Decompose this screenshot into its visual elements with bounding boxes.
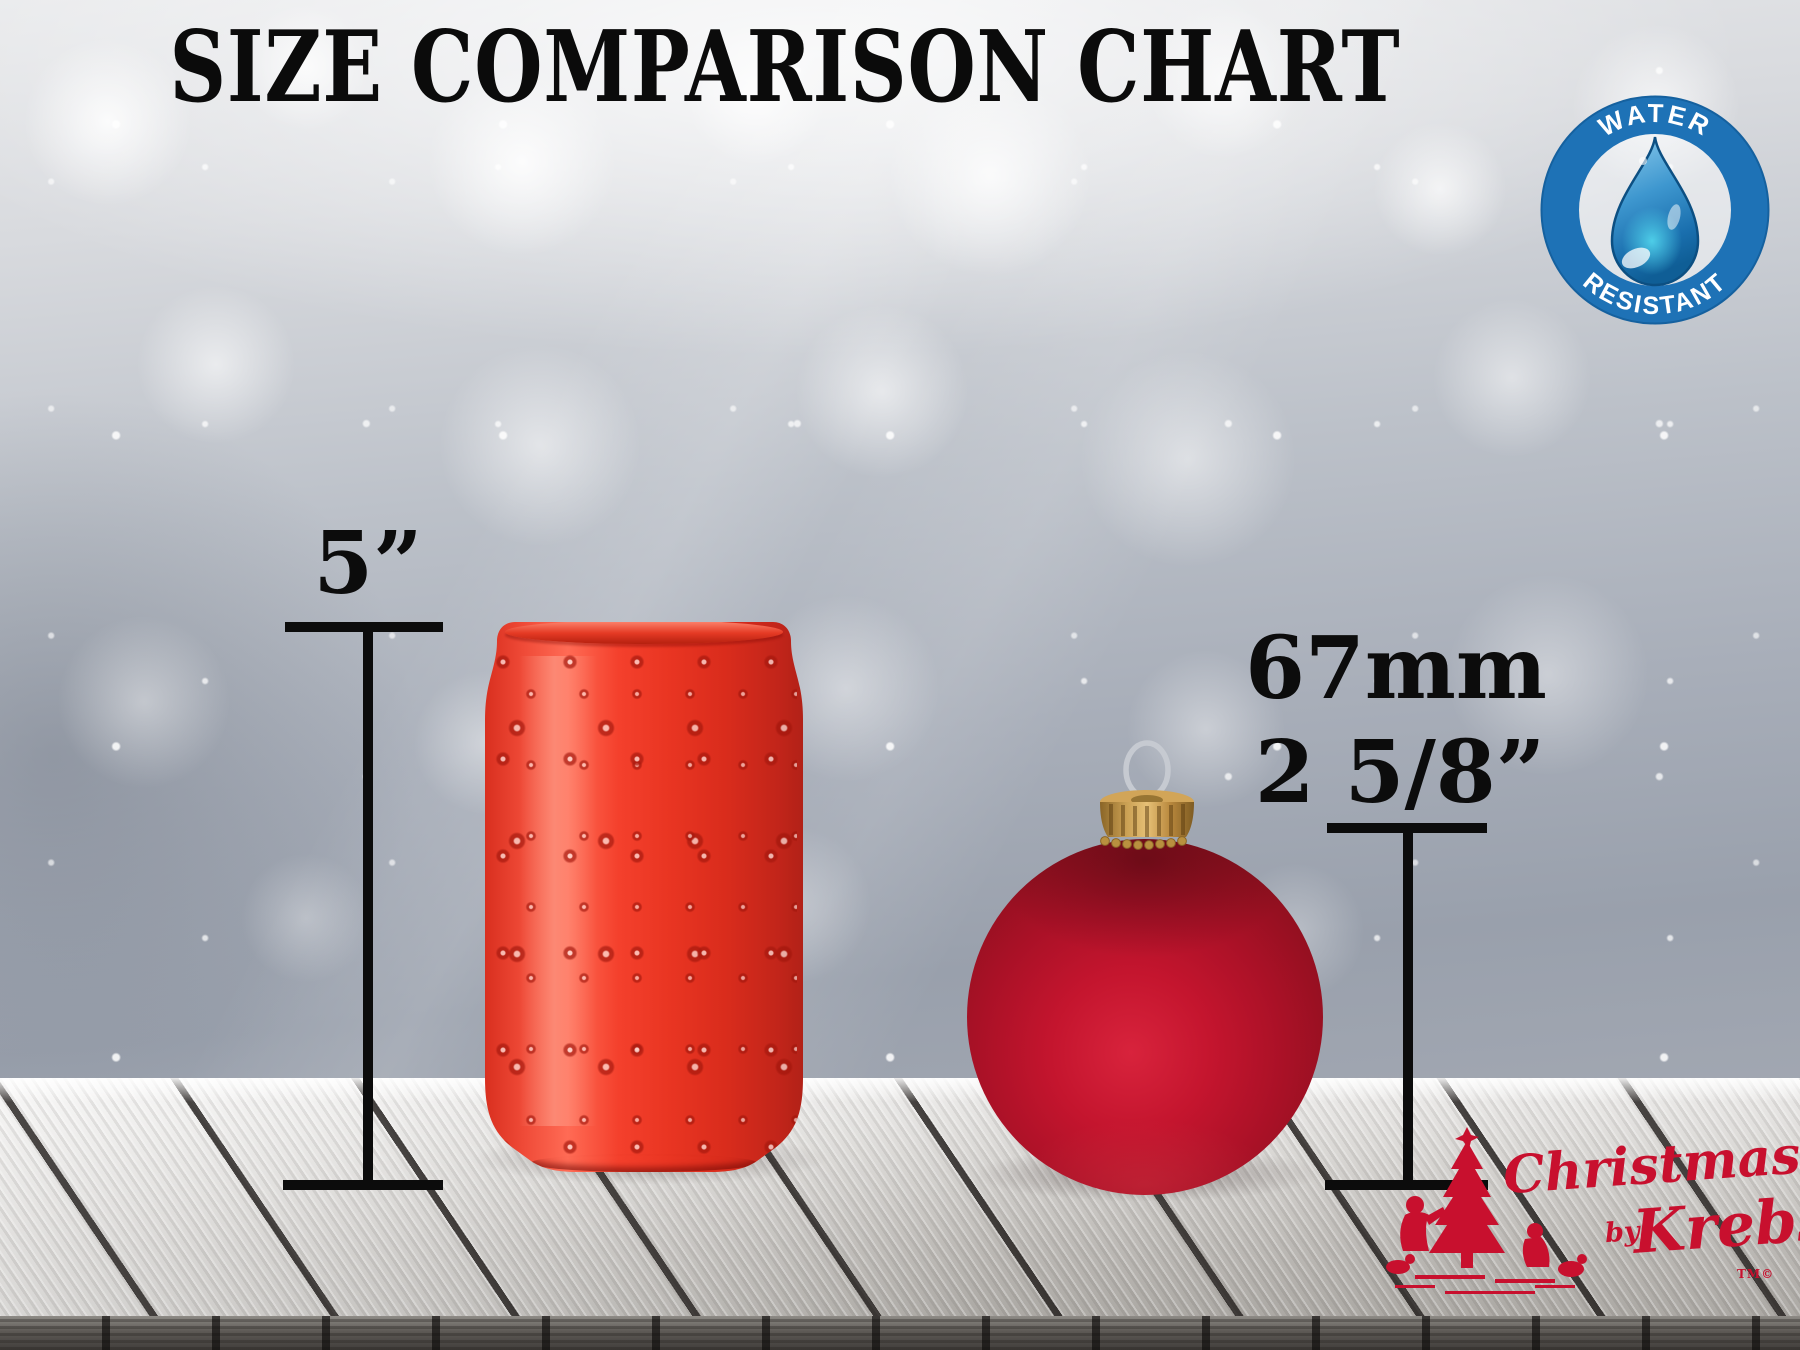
- page-title: SIZE COMPARISON CHART: [169, 10, 1401, 125]
- can-measure-vertical-line: [363, 622, 373, 1185]
- christmas-scene-silhouette-icon: [1386, 1127, 1587, 1294]
- brand-logo: Christmas by Krebs TM©: [1385, 1035, 1800, 1347]
- water-resistant-badge: WATER RESISTANT: [1540, 95, 1770, 325]
- can-condensation-drops: [491, 646, 797, 1156]
- ornament-measure-vertical-line: [1403, 823, 1413, 1185]
- hanger-wire-loop-icon: [1123, 740, 1171, 800]
- can-height-label: 5”: [313, 513, 423, 614]
- wood-table-surface: [0, 1078, 1800, 1350]
- water-drop-icon: [1610, 136, 1700, 287]
- can-measure-bottom-cap: [283, 1180, 443, 1190]
- ornament-size-label-mm: 67mm: [1245, 618, 1547, 719]
- can-foot: [531, 1154, 757, 1172]
- ornament-cap: [1100, 740, 1194, 850]
- brand-trademark: TM©: [1737, 1267, 1775, 1281]
- ornament-measure-bottom-cap: [1325, 1180, 1488, 1190]
- ornament-ball: [967, 839, 1323, 1195]
- soda-can: [485, 616, 803, 1176]
- brand-word-krebs: Krebs: [1630, 1184, 1800, 1268]
- ornament-size-label-inches: 2 5/8”: [1254, 722, 1546, 823]
- wood-table-front-edge: [0, 1316, 1800, 1350]
- can-rim: [505, 620, 783, 644]
